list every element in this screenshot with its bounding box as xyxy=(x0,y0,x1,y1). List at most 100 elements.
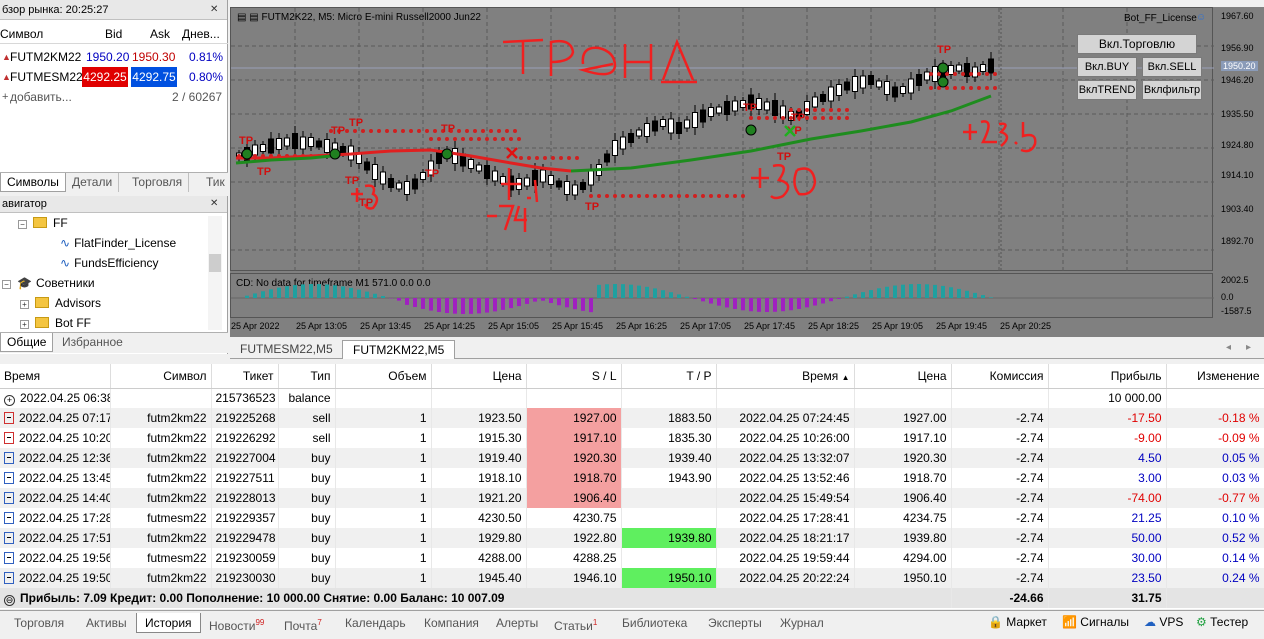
toolbox-tab[interactable]: Статьи1 xyxy=(554,618,598,633)
col-commission[interactable]: Комиссия xyxy=(951,364,1049,389)
toolbox-tab[interactable]: Торговля xyxy=(14,616,65,630)
col-price[interactable]: Цена xyxy=(431,364,527,389)
expand-icon[interactable]: + xyxy=(20,320,29,329)
market-row[interactable]: ▲ FUTMESM22 4292.25 4292.75 0.80% xyxy=(0,67,228,87)
col-change[interactable]: Изменение xyxy=(1166,364,1264,389)
col-ticket[interactable]: Тикет xyxy=(211,364,279,389)
market-row[interactable]: ▲ FUTM2KM22 1950.20 1950.30 0.81% xyxy=(0,47,228,67)
enable-sell-button[interactable]: Вкл.SELL xyxy=(1142,57,1202,77)
table-row[interactable]: 2022.04.25 19:50:11futm2km22219230030buy… xyxy=(0,568,1264,588)
candle-body xyxy=(692,112,698,128)
table-row[interactable]: 2022.04.25 17:28:11futmesm22219229357buy… xyxy=(0,508,1264,528)
candle-body xyxy=(812,96,818,108)
balance-row[interactable]: +2022.04.25 06:38:49 215736523 balance 1… xyxy=(0,388,1264,408)
tab-common[interactable]: Общие xyxy=(0,333,54,352)
tp-dot xyxy=(477,137,481,141)
time-tick: 25 Apr 19:45 xyxy=(936,321,988,331)
col-volume[interactable]: Объем xyxy=(335,364,432,389)
nav-item-botff[interactable]: + Bot FF xyxy=(20,313,91,333)
candle-body xyxy=(396,182,402,190)
chart-tab-mes[interactable]: FUTMESM22,M5 xyxy=(240,342,333,356)
toolbox-tab[interactable]: Календарь xyxy=(345,616,406,630)
vps-button[interactable]: ☁ VPS xyxy=(1144,615,1184,629)
candle-body xyxy=(316,140,322,148)
enable-trading-button[interactable]: Вкл.Торговлю xyxy=(1077,34,1197,54)
col-profit[interactable]: Прибыль xyxy=(1048,364,1167,389)
candle-body xyxy=(324,139,330,153)
tp-dot xyxy=(837,108,841,112)
histogram-bar xyxy=(437,298,441,312)
toolbox-tab[interactable]: Журнал xyxy=(780,616,824,630)
toolbox-tab[interactable]: История xyxy=(136,613,201,633)
deal-icon xyxy=(4,432,14,444)
candle-body xyxy=(388,178,394,188)
toolbox-tab[interactable]: Почта7 xyxy=(284,618,322,633)
toolbox-tab[interactable]: Новости99 xyxy=(209,618,265,633)
table-row[interactable]: 2022.04.25 10:20:06futm2km22219226292sel… xyxy=(0,428,1264,448)
price-plot[interactable]: TP TP TP TP TP TP TP TP TP TP TP TP XP TP ▤ ▤ F… xyxy=(230,7,1214,272)
nav-item-funds[interactable]: ∿ FundsEfficiency xyxy=(60,256,159,270)
histogram-bar xyxy=(533,298,537,302)
tab-symbols[interactable]: Символы xyxy=(0,173,66,192)
tab-favorites[interactable]: Избранное xyxy=(62,335,123,349)
histogram-bar xyxy=(645,286,649,298)
chart-tabs: FUTMESM22,M5 FUTM2KM22,M5 ◂ ▸ xyxy=(230,339,1264,359)
col-daily[interactable]: Днев... xyxy=(182,27,220,41)
col-tp[interactable]: T / P xyxy=(621,364,717,389)
enable-buy-button[interactable]: Вкл.BUY xyxy=(1077,57,1137,77)
col-symbol[interactable]: Символ xyxy=(0,27,44,41)
table-row[interactable]: 2022.04.25 19:56:01futmesm22219230059buy… xyxy=(0,548,1264,568)
tester-button[interactable]: ⚙ Тестер xyxy=(1196,615,1249,629)
toolbox-tab[interactable]: Компания xyxy=(424,616,479,630)
tab-scroll-left-icon[interactable]: ◂ xyxy=(1226,342,1232,353)
close-icon[interactable]: ✕ xyxy=(210,198,219,209)
toolbox-tab[interactable]: Библиотека xyxy=(622,616,688,630)
nav-item-flatfinder[interactable]: ∿ FlatFinder_License xyxy=(60,236,177,250)
toolbox-tab[interactable]: Активы xyxy=(86,616,127,630)
nav-item-advisors[interactable]: + Advisors xyxy=(20,293,101,313)
toolbox-tab[interactable]: Алерты xyxy=(496,616,539,630)
table-row[interactable]: 2022.04.25 12:36:57futm2km22219227004buy… xyxy=(0,448,1264,468)
col-close-time[interactable]: Время ▲ xyxy=(716,364,855,389)
toolbox-tab[interactable]: Эксперты xyxy=(708,616,762,630)
col-time[interactable]: Время xyxy=(0,364,111,389)
enable-filter-button[interactable]: Вклфильтр xyxy=(1142,80,1202,100)
col-close-price[interactable]: Цена xyxy=(854,364,952,389)
tab-scroll-right-icon[interactable]: ▸ xyxy=(1246,342,1252,353)
tab-ticks[interactable]: Тик xyxy=(200,173,232,192)
scrollbar-thumb[interactable] xyxy=(209,254,221,272)
tab-details[interactable]: Детали xyxy=(66,173,120,192)
candle-body xyxy=(916,74,922,86)
scrollbar[interactable] xyxy=(208,216,222,330)
col-symbol[interactable]: Символ xyxy=(110,364,212,389)
table-row[interactable]: 2022.04.25 14:40:08futm2km22219228013buy… xyxy=(0,488,1264,508)
candle-body xyxy=(284,137,290,147)
col-type[interactable]: Тип xyxy=(278,364,336,389)
table-row[interactable]: 2022.04.25 13:45:00futm2km22219227511buy… xyxy=(0,468,1264,488)
col-bid[interactable]: Bid xyxy=(105,27,123,41)
nav-item-ff[interactable]: − FF xyxy=(18,213,68,233)
table-row[interactable]: 2022.04.25 17:51:15futm2km22219229478buy… xyxy=(0,528,1264,548)
tp-marker: TP xyxy=(937,44,951,56)
trade-markers xyxy=(241,62,949,160)
signals-button[interactable]: 📶 Сигналы xyxy=(1062,615,1129,629)
summary-icon: ⊖ xyxy=(4,594,15,606)
nav-item-advisors-root[interactable]: − 🎓 Советники xyxy=(2,273,95,293)
collapse-icon[interactable]: − xyxy=(18,220,27,229)
close-icon[interactable]: ✕ xyxy=(210,4,219,15)
enable-trend-button[interactable]: ВклTREND xyxy=(1077,80,1137,100)
col-sl[interactable]: S / L xyxy=(526,364,622,389)
col-ask[interactable]: Ask xyxy=(150,27,171,41)
market-button[interactable]: 🔒 Маркет xyxy=(988,615,1047,629)
chart-window[interactable]: TP TP TP TP TP TP TP TP TP TP TP TP XP TP ▤ ▤ F… xyxy=(230,7,1264,337)
add-symbol-row[interactable]: + добавить... 2 / 60267 xyxy=(0,87,228,107)
table-row[interactable]: 2022.04.25 07:17:02futm2km22219225268sel… xyxy=(0,408,1264,428)
indicator-subwindow[interactable]: CD: No data for timeframe M1 571.0 0.0 0… xyxy=(230,273,1214,318)
candle-body xyxy=(932,66,938,82)
histogram-bar xyxy=(373,293,377,298)
expand-icon[interactable]: + xyxy=(20,300,29,309)
tp-dot xyxy=(453,137,457,141)
chart-tab-m2k[interactable]: FUTM2KM22,M5 xyxy=(342,340,456,359)
collapse-icon[interactable]: − xyxy=(2,280,11,289)
tab-trading[interactable]: Торговля xyxy=(126,173,190,192)
